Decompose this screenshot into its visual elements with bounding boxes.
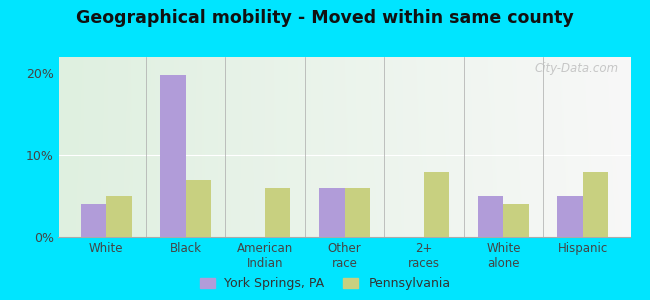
Bar	[424, 172, 449, 237]
Bar	[319, 188, 344, 237]
Bar	[160, 75, 186, 237]
Bar	[106, 196, 131, 237]
Bar	[478, 196, 503, 237]
Text: Geographical mobility - Moved within same county: Geographical mobility - Moved within sam…	[76, 9, 574, 27]
Bar	[265, 188, 291, 237]
Bar	[344, 188, 370, 237]
Bar	[558, 196, 583, 237]
Bar	[186, 180, 211, 237]
Bar	[503, 204, 529, 237]
Legend: York Springs, PA, Pennsylvania: York Springs, PA, Pennsylvania	[196, 273, 454, 294]
Bar	[583, 172, 608, 237]
Bar	[81, 204, 106, 237]
Text: City-Data.com: City-Data.com	[535, 62, 619, 75]
